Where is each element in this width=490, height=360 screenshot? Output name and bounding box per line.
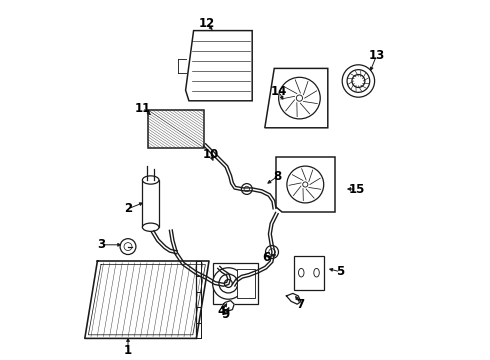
- Ellipse shape: [143, 176, 159, 184]
- Ellipse shape: [314, 269, 319, 277]
- Ellipse shape: [219, 274, 238, 293]
- Ellipse shape: [269, 249, 275, 255]
- Ellipse shape: [347, 70, 370, 93]
- Polygon shape: [286, 293, 301, 304]
- Text: 6: 6: [263, 251, 271, 264]
- Ellipse shape: [120, 239, 136, 255]
- Ellipse shape: [287, 166, 324, 203]
- Text: 3: 3: [97, 238, 105, 251]
- Polygon shape: [221, 301, 234, 311]
- Text: 4: 4: [218, 305, 226, 318]
- Text: 13: 13: [368, 49, 385, 62]
- Bar: [237, 269, 255, 298]
- Text: 8: 8: [273, 170, 282, 183]
- Ellipse shape: [296, 95, 302, 101]
- Ellipse shape: [213, 268, 244, 299]
- Ellipse shape: [279, 77, 320, 119]
- Ellipse shape: [224, 280, 232, 287]
- Bar: [213, 263, 258, 304]
- Ellipse shape: [143, 223, 159, 231]
- Ellipse shape: [352, 75, 365, 87]
- Text: 1: 1: [124, 345, 132, 357]
- Text: 15: 15: [348, 183, 365, 195]
- Bar: [148, 110, 204, 148]
- Text: 10: 10: [203, 148, 219, 161]
- Ellipse shape: [242, 184, 252, 194]
- Polygon shape: [265, 68, 328, 128]
- Ellipse shape: [244, 186, 249, 192]
- Ellipse shape: [298, 269, 304, 277]
- Text: 9: 9: [221, 309, 229, 321]
- Text: 14: 14: [271, 85, 288, 98]
- Ellipse shape: [303, 182, 308, 187]
- Text: 11: 11: [134, 102, 150, 114]
- Text: 7: 7: [297, 298, 305, 311]
- Polygon shape: [186, 31, 252, 101]
- Text: 2: 2: [124, 202, 132, 215]
- Polygon shape: [275, 157, 335, 212]
- Ellipse shape: [124, 243, 132, 251]
- Bar: [143, 180, 159, 227]
- Ellipse shape: [342, 65, 374, 97]
- Ellipse shape: [266, 246, 278, 258]
- Text: 12: 12: [199, 17, 215, 30]
- Bar: [294, 256, 324, 290]
- Text: 5: 5: [336, 265, 344, 278]
